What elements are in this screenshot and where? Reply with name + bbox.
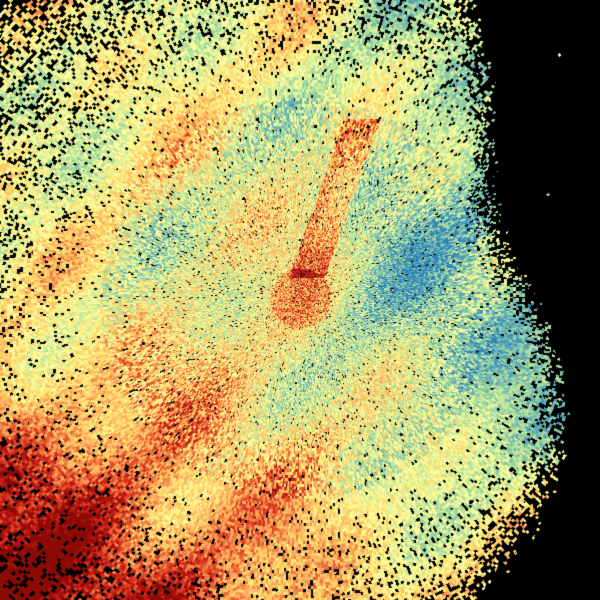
radar-image [0, 0, 600, 600]
